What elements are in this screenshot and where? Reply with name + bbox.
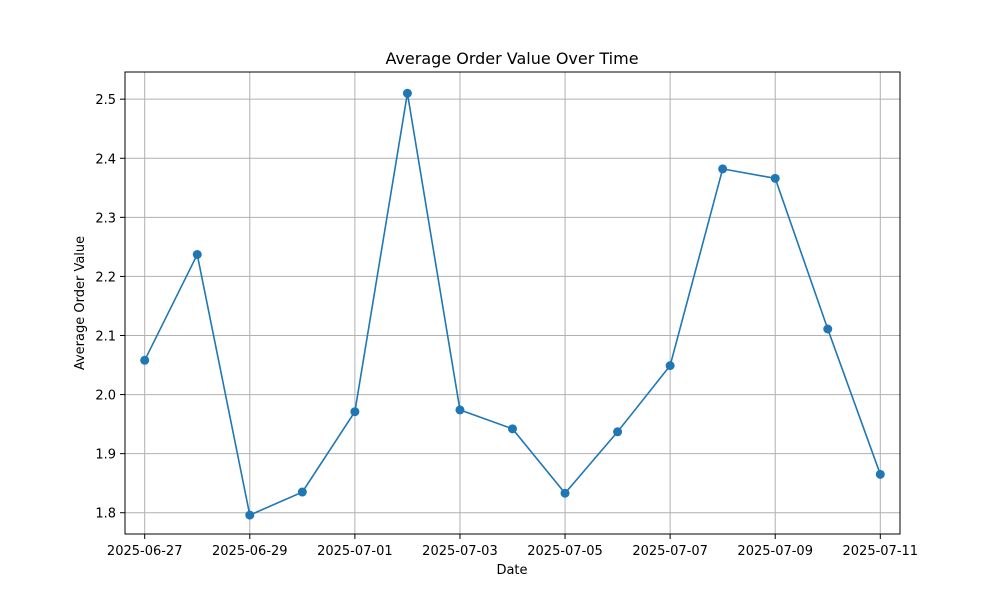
x-tick-label: 2025-07-05: [527, 544, 603, 559]
data-point: [823, 324, 833, 334]
x-tick-label: 2025-07-07: [632, 544, 708, 559]
y-tick-label: 2.5: [95, 93, 116, 108]
y-tick-label: 2.1: [95, 329, 116, 344]
data-point: [192, 250, 202, 260]
x-tick-label: 2025-06-27: [107, 544, 183, 559]
y-tick-label: 2.0: [95, 389, 116, 404]
data-point: [297, 487, 307, 497]
data-point: [875, 469, 885, 479]
x-tick-label: 2025-07-03: [422, 544, 498, 559]
y-tick-label: 2.2: [95, 270, 116, 285]
y-axis: 1.8 1.9 2.0 2.1 2.2 2.3 2.4 2.5: [95, 93, 125, 522]
y-tick-label: 2.3: [95, 211, 116, 226]
y-tick-label: 2.4: [95, 152, 116, 167]
x-tick-label: 2025-07-01: [317, 544, 393, 559]
x-tick-label: 2025-06-29: [212, 544, 288, 559]
y-axis-label: Average Order Value: [73, 236, 88, 370]
x-axis-label: Date: [496, 563, 527, 578]
x-tick-label: 2025-07-11: [843, 544, 919, 559]
series-layer: [140, 88, 885, 520]
data-point: [770, 173, 780, 183]
chart-title: Average Order Value Over Time: [385, 49, 638, 68]
y-tick-label: 1.8: [95, 507, 116, 522]
data-point: [455, 405, 465, 415]
x-tick-label: 2025-07-09: [737, 544, 813, 559]
series-line: [143, 93, 882, 517]
data-point: [560, 488, 570, 498]
data-point: [613, 427, 623, 437]
data-point: [140, 355, 150, 365]
data-point: [508, 424, 517, 434]
x-axis: 2025-06-27 2025-06-29 2025-07-01 2025-07-03…: [107, 534, 918, 559]
plot-frame: [124, 71, 901, 535]
grid: [125, 72, 900, 534]
data-point: [402, 88, 412, 98]
data-point: [350, 407, 360, 417]
data-point: [665, 361, 675, 371]
data-point: [245, 510, 255, 520]
y-tick-label: 1.9: [95, 448, 116, 463]
data-point: [718, 164, 728, 174]
